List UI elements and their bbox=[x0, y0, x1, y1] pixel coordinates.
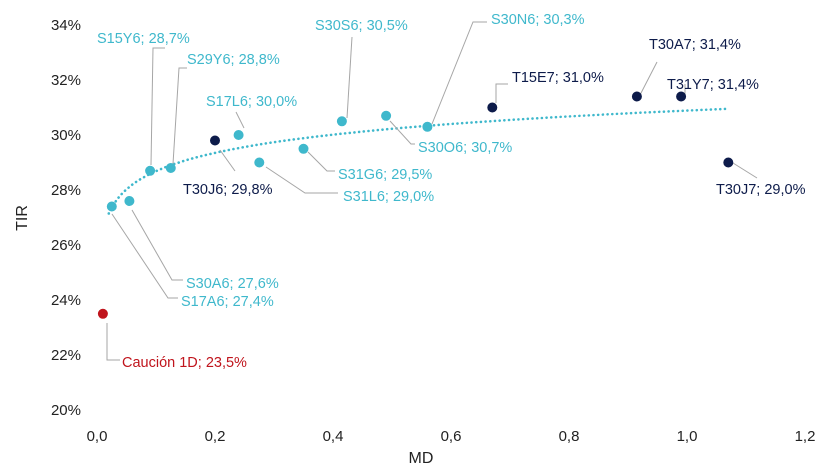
data-point bbox=[210, 135, 220, 146]
leader-line bbox=[639, 61, 658, 96]
data-label: T15E7; 31,0% bbox=[512, 70, 604, 86]
data-label: S31G6; 29,5% bbox=[338, 167, 432, 183]
x-tick-label: 0,6 bbox=[441, 428, 462, 445]
data-point bbox=[336, 116, 347, 127]
leader-line bbox=[431, 21, 487, 125]
data-label: S29Y6; 28,8% bbox=[187, 52, 280, 68]
data-point bbox=[487, 102, 498, 113]
y-tick-label: 34% bbox=[51, 17, 81, 34]
data-point bbox=[381, 110, 392, 121]
y-tick-label: 30% bbox=[51, 127, 81, 144]
y-tick-label: 28% bbox=[51, 182, 81, 199]
data-point bbox=[298, 143, 309, 154]
trendline-path bbox=[107, 107, 730, 215]
leader-line bbox=[150, 47, 165, 166]
data-label: S31L6; 29,0% bbox=[343, 189, 434, 205]
axis-ticks: 20% 22% 24% 26% 28% 30% 32% 34% 0,0 0,2 0,4 0,6 0,8 1… bbox=[51, 17, 815, 445]
data-point bbox=[106, 201, 117, 212]
x-tick-label: 0,0 bbox=[87, 428, 108, 445]
x-tick-label: 1,2 bbox=[795, 428, 816, 445]
data-point bbox=[676, 91, 687, 102]
leader-line bbox=[172, 67, 187, 165]
data-label: S17A6; 27,4% bbox=[181, 294, 274, 310]
y-tick-label: 24% bbox=[51, 292, 81, 309]
data-label: T30J7; 29,0% bbox=[716, 182, 806, 198]
data-label: S15Y6; 28,7% bbox=[97, 31, 190, 47]
data-point bbox=[165, 163, 176, 173]
y-tick-label: 26% bbox=[51, 237, 81, 254]
data-labels: Caución 1D; 23,5% S17A6; 27,4% S30A6; 27,6… bbox=[97, 12, 806, 371]
data-point bbox=[145, 165, 156, 176]
data-point bbox=[254, 157, 265, 168]
data-point bbox=[97, 308, 108, 319]
data-label: Caución 1D; 23,5% bbox=[122, 355, 247, 371]
y-tick-label: 32% bbox=[51, 72, 81, 89]
x-tick-label: 1,0 bbox=[677, 428, 698, 445]
data-label: S30S6; 30,5% bbox=[315, 18, 408, 34]
x-axis-title: MD bbox=[409, 450, 434, 466]
y-tick-label: 20% bbox=[51, 402, 81, 419]
data-points bbox=[97, 91, 734, 319]
data-label: S30N6; 30,3% bbox=[491, 12, 585, 28]
data-point bbox=[631, 91, 642, 102]
data-label: T31Y7; 31,4% bbox=[667, 77, 759, 93]
leader-line bbox=[307, 151, 335, 172]
leader-line bbox=[106, 323, 120, 361]
data-label: T30A7; 31,4% bbox=[649, 37, 741, 53]
data-label: T30J6; 29,8% bbox=[183, 182, 273, 198]
data-point bbox=[723, 157, 734, 168]
y-tick-label: 22% bbox=[51, 347, 81, 364]
leader-line bbox=[111, 213, 178, 299]
leader-line bbox=[131, 209, 183, 281]
data-point bbox=[124, 196, 135, 206]
trendline bbox=[107, 107, 730, 215]
leader-lines bbox=[106, 21, 758, 361]
x-tick-label: 0,8 bbox=[559, 428, 580, 445]
y-axis-title: TIR bbox=[14, 205, 31, 231]
leader-line bbox=[219, 149, 236, 172]
leader-line bbox=[265, 166, 338, 194]
leader-line bbox=[495, 83, 508, 103]
x-tick-label: 0,4 bbox=[323, 428, 344, 445]
data-point bbox=[233, 130, 244, 140]
data-label: S30O6; 30,7% bbox=[418, 140, 512, 156]
data-label: S30A6; 27,6% bbox=[186, 276, 279, 292]
leader-line bbox=[235, 111, 245, 129]
x-tick-label: 0,2 bbox=[205, 428, 226, 445]
leader-line bbox=[389, 120, 415, 145]
data-point bbox=[422, 121, 433, 132]
data-label: S17L6; 30,0% bbox=[206, 94, 297, 110]
leader-line bbox=[346, 36, 353, 119]
leader-line bbox=[732, 162, 758, 179]
